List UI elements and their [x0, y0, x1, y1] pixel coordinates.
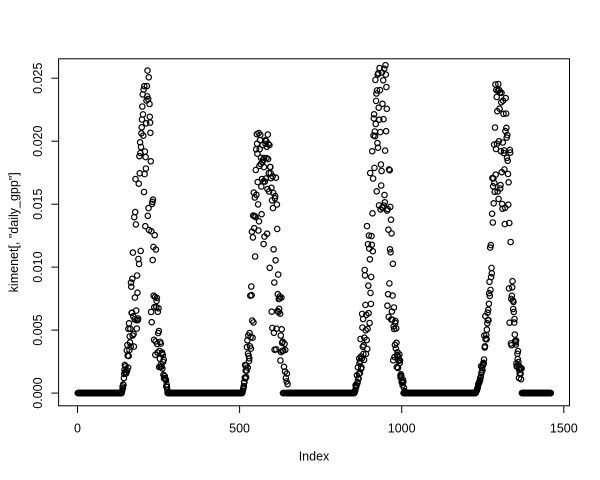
svg-text:kimenet[, "daily_gpp"]: kimenet[, "daily_gpp"] [7, 172, 21, 292]
svg-text:0.010: 0.010 [31, 251, 45, 282]
svg-text:500: 500 [229, 421, 250, 435]
svg-text:0.015: 0.015 [31, 189, 45, 220]
svg-text:1000: 1000 [388, 421, 416, 435]
svg-text:Index: Index [299, 449, 330, 463]
svg-text:0.025: 0.025 [31, 63, 45, 94]
svg-text:0.000: 0.000 [31, 377, 45, 408]
svg-text:1500: 1500 [550, 421, 578, 435]
svg-text:0.020: 0.020 [31, 126, 45, 157]
svg-text:0: 0 [74, 421, 81, 435]
svg-text:0.005: 0.005 [31, 314, 45, 345]
